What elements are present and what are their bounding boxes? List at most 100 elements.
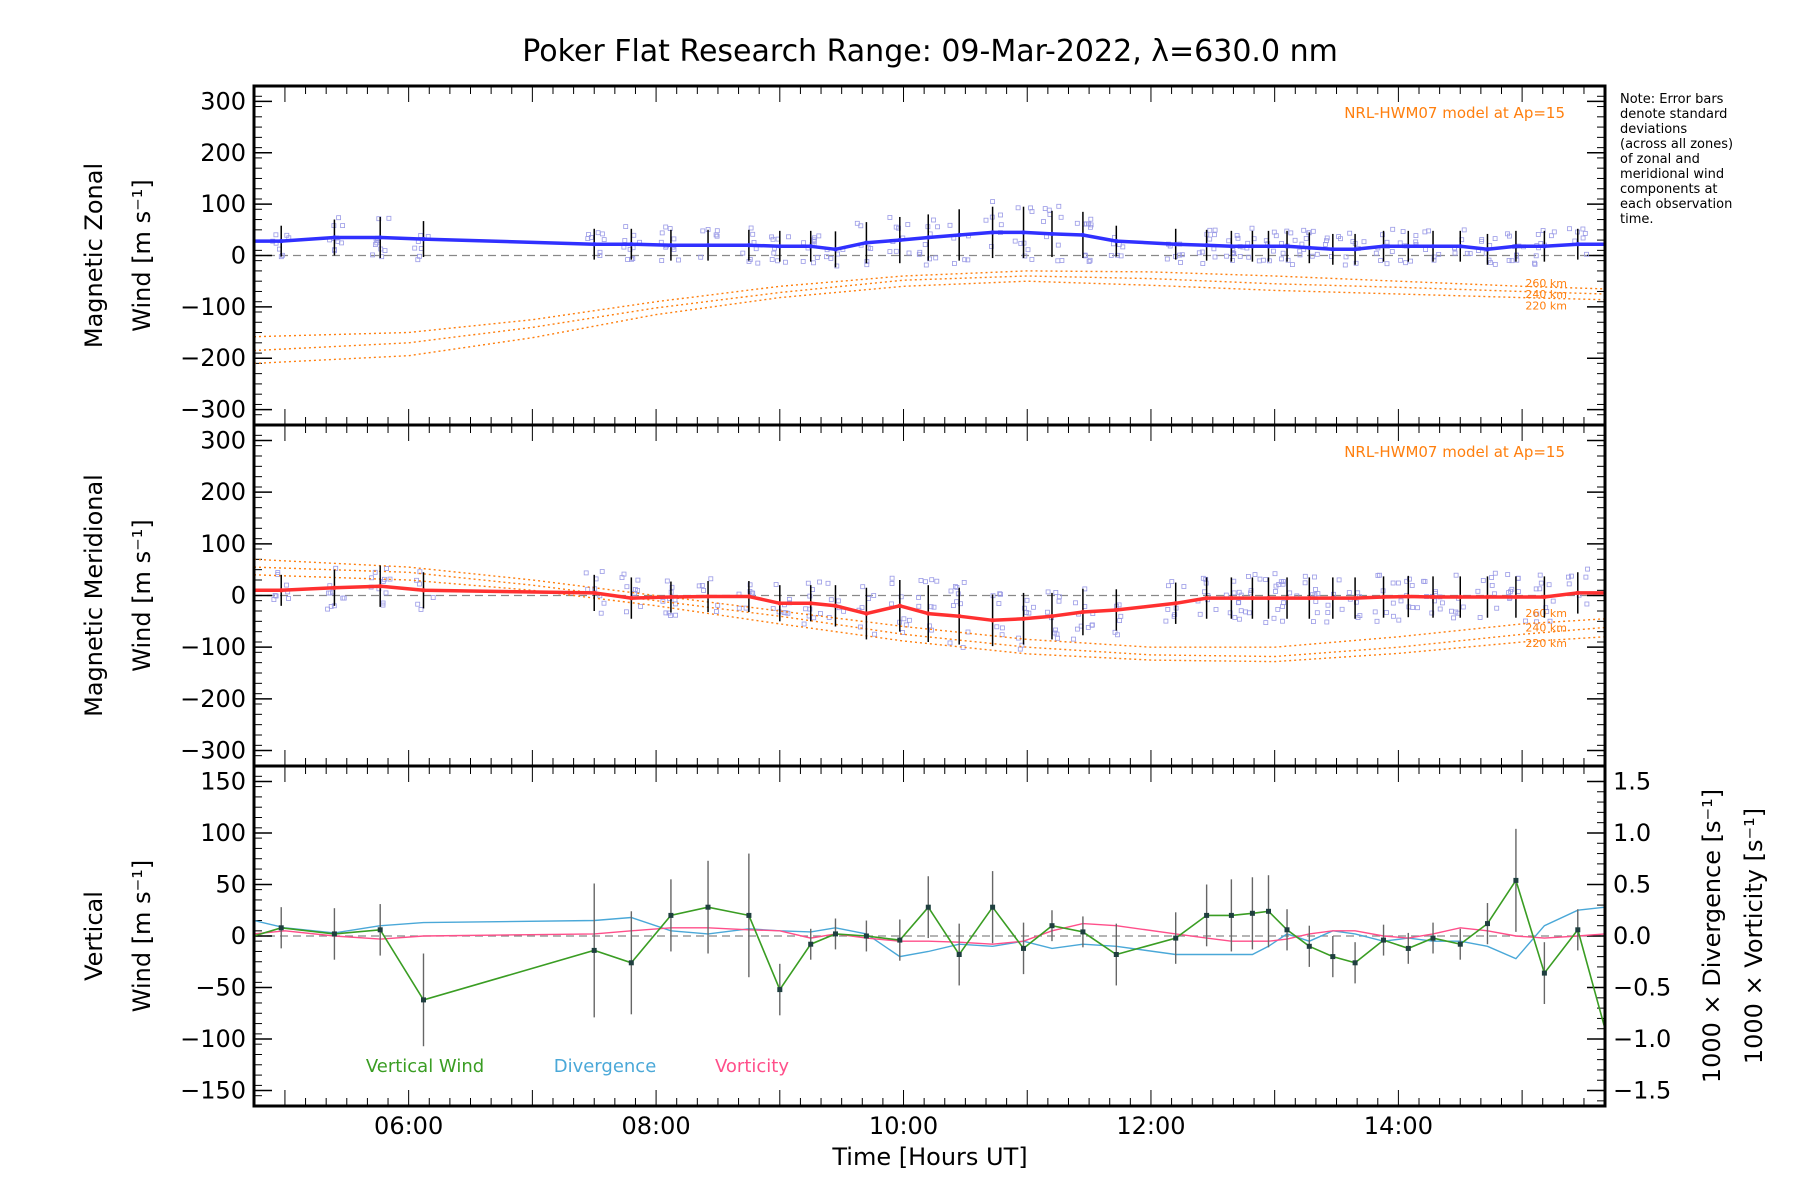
meridional-wind-point: [926, 611, 931, 616]
scatter-point: [1460, 604, 1466, 610]
scatter-point: [1585, 566, 1590, 572]
scatter-point: [771, 250, 777, 256]
scatter-point: [965, 257, 971, 263]
zonal-wind-point: [1266, 244, 1271, 249]
vertical-wind-point: [863, 933, 869, 939]
scatter-point: [588, 234, 594, 240]
meridional-wind-point: [808, 601, 813, 606]
scatter-point: [934, 578, 940, 584]
scatter-point: [906, 250, 912, 256]
scatter-point: [1115, 252, 1120, 258]
scatter-point: [1212, 254, 1218, 260]
scatter-point: [769, 234, 774, 240]
y-tick-label: −50: [195, 974, 246, 1002]
scatter-point: [1252, 572, 1258, 577]
scatter-point: [990, 199, 995, 205]
scatter-point: [666, 610, 672, 616]
scatter-point: [624, 609, 629, 615]
scatter-point: [1375, 573, 1381, 578]
scatter-point: [380, 602, 386, 608]
model-curve-240-km: [253, 566, 1606, 658]
model-level-label: 240 km: [1525, 288, 1567, 301]
scatter-point: [1166, 583, 1171, 589]
scatter-point: [825, 580, 831, 586]
scatter-point: [1303, 235, 1309, 241]
scatter-point: [1325, 602, 1331, 608]
y-tick-label: 0: [231, 242, 246, 270]
zonal-wind-point: [378, 235, 383, 240]
scatter-point: [1479, 237, 1485, 242]
scatter-point: [1534, 611, 1540, 617]
scatter-point: [935, 224, 940, 230]
scatter-point: [811, 237, 817, 243]
scatter-point: [1532, 261, 1538, 267]
zonal-wind-point: [332, 235, 337, 240]
scatter-point: [1026, 610, 1032, 616]
scatter-point: [1056, 594, 1062, 600]
scatter-point: [325, 606, 331, 612]
right-y-tick-label: −1.0: [1613, 1025, 1671, 1053]
scatter-point: [659, 230, 665, 236]
zonal-wind-point: [897, 237, 902, 243]
scatter-point: [1074, 220, 1080, 226]
zonal-wind-point: [1229, 244, 1234, 249]
scatter-point: [962, 257, 968, 263]
scatter-point: [1041, 219, 1046, 224]
scatter-point: [1569, 573, 1574, 579]
scatter-point: [271, 597, 277, 602]
scatter-point: [660, 598, 666, 604]
scatter-point: [1058, 214, 1064, 220]
scatter-point: [1278, 579, 1284, 585]
scatter-point: [284, 582, 289, 588]
vertical-wind-point: [1284, 927, 1290, 933]
scatter-point: [998, 222, 1004, 228]
scatter-point: [1088, 222, 1094, 228]
scatter-point: [1261, 257, 1266, 263]
zonal-wind-point: [1381, 244, 1386, 249]
scatter-point: [623, 224, 629, 230]
scatter-point: [998, 212, 1003, 218]
scatter-point: [673, 612, 678, 618]
scatter-point: [811, 260, 816, 266]
scatter-point: [1315, 591, 1321, 596]
meridional-wind-point: [1080, 609, 1086, 615]
vertical-wind-point: [746, 912, 752, 918]
vertical-wind-point: [1513, 877, 1519, 883]
zonal-wind-point: [421, 236, 426, 242]
zonal-wind-point: [1513, 244, 1519, 249]
scatter-point: [1436, 251, 1442, 257]
scatter-point: [1196, 250, 1202, 256]
note-line-2: denote standard: [1620, 107, 1727, 122]
scatter-point: [1507, 233, 1512, 239]
scatter-point: [736, 605, 742, 611]
scatter-point: [860, 584, 866, 590]
meridional-wind-point: [592, 590, 597, 596]
zonal-wind-point: [926, 235, 931, 240]
model-level-label: 220 km: [1525, 637, 1567, 650]
scatter-point: [1292, 237, 1298, 243]
meridional-wind-point: [1430, 594, 1436, 600]
right-y-tick-label: 0.5: [1613, 870, 1651, 898]
scatter-point: [1088, 224, 1093, 230]
scatter-point: [750, 590, 756, 596]
scatter-point: [1042, 206, 1048, 212]
scatter-point: [1339, 606, 1345, 612]
scatter-point: [1178, 260, 1183, 265]
scatter-point: [1461, 227, 1467, 233]
model-label: NRL-HWM07 model at Ap=15: [1344, 443, 1565, 461]
scatter-point: [1224, 253, 1229, 259]
scatter-point: [1403, 260, 1408, 266]
scatter-point: [1346, 590, 1352, 595]
zonal-wind-point: [1406, 244, 1411, 249]
y-tick-label: 300: [200, 427, 246, 455]
scatter-point: [1302, 573, 1308, 579]
scatter-point: [1230, 257, 1235, 263]
zonal-wind-point: [705, 243, 711, 248]
scatter-point: [1276, 582, 1282, 587]
vertical-wind-point: [591, 947, 597, 953]
zonal-wind-point: [1575, 242, 1581, 247]
vertical-wind-point: [1405, 945, 1411, 951]
vertical-wind-point: [1306, 943, 1312, 949]
note-line-9: time.: [1620, 212, 1654, 227]
scatter-point: [1505, 572, 1511, 577]
